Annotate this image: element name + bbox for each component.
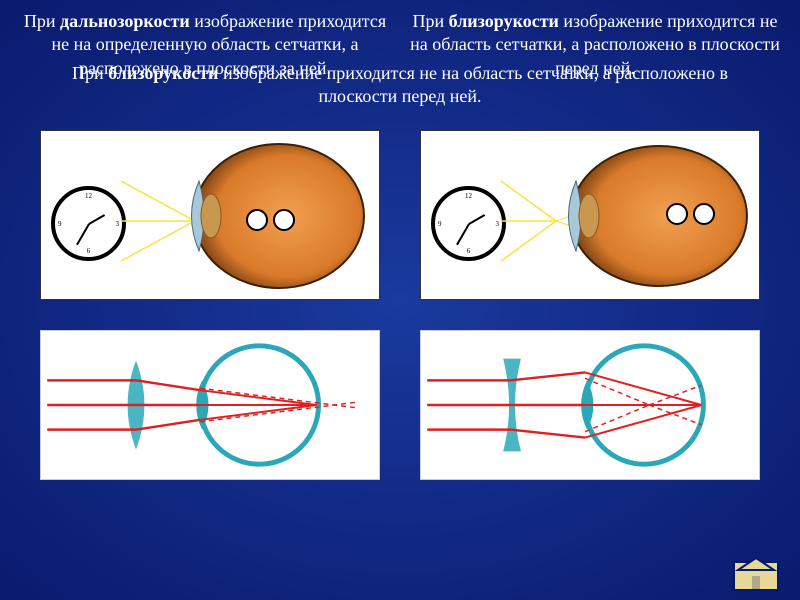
lens-panel-concave (420, 330, 760, 480)
mini-clock-1 (666, 203, 688, 225)
lens-panel-convex (40, 330, 380, 480)
eye-panel-myopia: 12 3 6 9 (420, 130, 760, 300)
mini-clock-2 (693, 203, 715, 225)
eye-panel-hyperopia: 12 3 6 9 (40, 130, 380, 300)
right-bold: близорукости (449, 11, 559, 31)
slide: При дальнозоркости изображение приходитс… (0, 0, 800, 600)
overlay-rest: изображение приходится не на область сет… (218, 63, 728, 106)
left-prefix: При (24, 11, 60, 31)
tick-3: 3 (116, 220, 120, 228)
lens-row (0, 330, 800, 480)
clock-icon: 12 3 6 9 (51, 186, 126, 261)
eye-row: 12 3 6 9 (0, 130, 800, 300)
clock-ticks: 12 3 6 9 (435, 190, 502, 257)
clock-ticks: 12 3 6 9 (55, 190, 122, 257)
mini-clock-1 (246, 209, 268, 231)
tick-12: 12 (465, 192, 472, 200)
tick-6: 6 (87, 247, 91, 255)
clock-icon: 12 3 6 9 (431, 186, 506, 261)
overlay-bold: близорукости (108, 63, 218, 83)
home-button[interactable] (732, 556, 780, 592)
tick-6: 6 (467, 247, 471, 255)
overlay-text: При близорукости изображение приходится … (0, 62, 800, 109)
tick-12: 12 (85, 192, 92, 200)
overlay-prefix: При (72, 63, 108, 83)
tick-9: 9 (438, 220, 442, 228)
tick-9: 9 (58, 220, 62, 228)
tick-3: 3 (496, 220, 500, 228)
left-bold: дальнозоркости (60, 11, 190, 31)
mini-clock-2 (273, 209, 295, 231)
eyeball-myopia (559, 141, 749, 291)
right-prefix: При (413, 11, 449, 31)
